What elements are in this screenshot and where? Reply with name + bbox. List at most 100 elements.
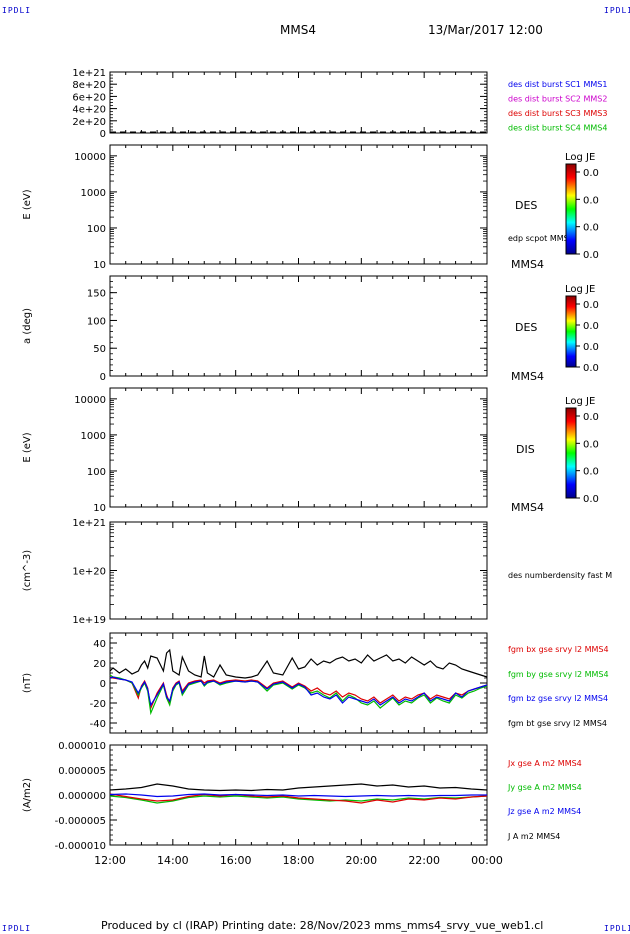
colorbar-tick-label: 0.0 bbox=[583, 494, 599, 505]
y-tick-label: 0 bbox=[100, 679, 106, 690]
datetime-title: 13/Mar/2017 12:00 bbox=[428, 23, 543, 37]
x-tick-label: 12:00 bbox=[94, 854, 126, 867]
panel-3-x-ticks bbox=[109, 276, 488, 376]
panel-5-legend: des numberdensity fast M bbox=[508, 571, 612, 580]
y-tick-label: 100 bbox=[87, 224, 106, 235]
panel-6-x-ticks bbox=[109, 633, 488, 733]
panel-6-legend-3: fgm bz gse srvy l2 MMS4 bbox=[508, 694, 608, 703]
x-tick-label: 20:00 bbox=[345, 854, 377, 867]
colorbar-tick-label: 0.0 bbox=[583, 439, 599, 450]
y-tick-label: 2e+20 bbox=[72, 117, 106, 128]
panel-7-legend-3: Jz gse A m2 MMS4 bbox=[507, 807, 581, 816]
series-line-fgm-bt-gse-srvy-l2-MMS4 bbox=[109, 648, 488, 679]
panel-6-legend-2: fgm by gse srvy l2 MMS4 bbox=[508, 670, 609, 679]
panel-2-y-axis-label: E (eV) bbox=[22, 189, 33, 219]
y-tick-label: 20 bbox=[93, 659, 106, 670]
panel-3-instrument: DES bbox=[515, 321, 537, 334]
panel-3-y-ticks: 150 100 50 0 bbox=[87, 289, 487, 383]
y-tick-label: 10000 bbox=[74, 152, 106, 163]
x-tick-label: 22:00 bbox=[408, 854, 440, 867]
series-line-Jx-gse-A-m2-MMS4 bbox=[109, 793, 488, 804]
y-tick-label: 0.000005 bbox=[58, 766, 106, 777]
spacecraft-title: MMS4 bbox=[280, 23, 316, 37]
series-line-J-A-m2-MMS4 bbox=[109, 783, 488, 792]
panel-4-y-ticks: 10000 1000 100 10 bbox=[74, 395, 487, 514]
y-tick-label: 1000 bbox=[81, 188, 106, 199]
x-tick-label: 16:00 bbox=[220, 854, 252, 867]
panel-7-minor-ticks bbox=[110, 744, 487, 846]
colorbar-tick-label: 0.0 bbox=[583, 412, 599, 423]
panel-7-x-ticks bbox=[109, 745, 488, 845]
panel-7-y-ticks: 0.000010 0.000005 0.000000 -0.000005 -0.0000… bbox=[55, 741, 487, 852]
panel-6-legend-4: fgm bt gse srvy l2 MMS4 bbox=[508, 719, 607, 728]
panel-4-x-ticks bbox=[109, 388, 488, 507]
colorbar-3: Log JE 0.0 0.0 0.0 0.0 bbox=[565, 396, 599, 505]
panel-7-legend-1: Jx gse A m2 MMS4 bbox=[507, 759, 582, 768]
colorbar-2: Log JE 0.0 0.0 0.0 0.0 bbox=[565, 284, 599, 374]
panel-1-legend-1: des dist burst SC1 MMS1 bbox=[508, 80, 607, 89]
panel-7-legend-4: J A m2 MMS4 bbox=[507, 832, 560, 841]
y-tick-label: 0 bbox=[100, 372, 106, 383]
colorbar-tick-label: 0.0 bbox=[583, 342, 599, 353]
y-tick-label: -40 bbox=[90, 719, 106, 730]
x-tick-label: 00:00 bbox=[471, 854, 503, 867]
panel-2-frame bbox=[109, 144, 488, 265]
colorbar-gradient bbox=[565, 407, 577, 499]
panel-5-y-ticks: 1e+21 1e+20 1e+19 bbox=[72, 518, 487, 626]
y-tick-label: 1e+21 bbox=[72, 68, 106, 79]
corner-label-top-left: IPDLI bbox=[2, 6, 32, 15]
colorbar-tick-label: 0.0 bbox=[583, 467, 599, 478]
y-tick-label: 1e+20 bbox=[72, 567, 106, 578]
panel-5-log-minor bbox=[110, 523, 487, 605]
colorbar-tick-label: 0.0 bbox=[583, 168, 599, 179]
corner-label-top-right: IPDLI bbox=[604, 6, 630, 15]
y-tick-label: 10 bbox=[93, 503, 106, 514]
panel-3-minor-ticks bbox=[110, 275, 487, 377]
y-tick-label: 1e+19 bbox=[72, 615, 106, 626]
x-tick-label: 18:00 bbox=[283, 854, 315, 867]
panel-2-y-ticks: 10000 1000 100 10 bbox=[74, 152, 487, 271]
series-line-Jy-gse-A-m2-MMS4 bbox=[109, 795, 488, 804]
panel-1-legend-3: des dist burst SC3 MMS3 bbox=[508, 109, 607, 118]
panel-4-y-axis-label: E (eV) bbox=[22, 432, 33, 462]
colorbar-gradient bbox=[565, 163, 577, 255]
colorbar-title: Log JE bbox=[565, 284, 595, 295]
panel-1-x-ticks bbox=[109, 72, 488, 133]
series-line-fgm-bx-gse-srvy-l2-MMS4 bbox=[109, 676, 488, 711]
panel-3-spacecraft: MMS4 bbox=[511, 370, 544, 383]
panel-2-log-minor bbox=[110, 144, 487, 254]
colorbar-title: Log JE bbox=[565, 396, 595, 407]
x-axis: 12:00 14:00 16:00 18:00 20:00 22:00 00:00 bbox=[94, 854, 503, 867]
panel-7-series bbox=[109, 783, 488, 804]
footer-text: Produced by cl (IRAP) Printing date: 28/… bbox=[101, 919, 544, 932]
panel-4-log-minor bbox=[110, 387, 487, 497]
y-tick-label: 150 bbox=[87, 289, 106, 300]
y-tick-label: 0.000010 bbox=[58, 741, 106, 752]
panel-1-legend-4: des dist burst SC4 MMS4 bbox=[508, 124, 607, 133]
panel-7-legend-2: Jy gse A m2 MMS4 bbox=[507, 783, 582, 792]
y-tick-label: 100 bbox=[87, 316, 106, 327]
panel-3-frame bbox=[109, 275, 488, 377]
panel-6-y-ticks: 40 20 0 -20 -40 bbox=[90, 639, 487, 730]
panel-4-frame bbox=[109, 387, 488, 508]
panel-2-instrument: DES bbox=[515, 199, 537, 212]
y-tick-label: -0.000005 bbox=[55, 816, 106, 827]
panel-1-minor-ticks bbox=[110, 71, 487, 134]
y-tick-label: 10000 bbox=[74, 395, 106, 406]
panel-7-frame bbox=[109, 744, 488, 846]
y-tick-label: 10 bbox=[93, 260, 106, 271]
y-tick-label: 100 bbox=[87, 467, 106, 478]
panel-3-y-axis-label: a (deg) bbox=[22, 308, 33, 344]
y-tick-label: 0.000000 bbox=[58, 791, 106, 802]
y-tick-label: -0.000010 bbox=[55, 841, 106, 852]
panel-2-x-ticks bbox=[109, 145, 488, 264]
panel-2-spacecraft: MMS4 bbox=[511, 258, 544, 271]
panel-5-y-axis-label: (cm^-3) bbox=[22, 550, 33, 591]
panel-1-legend-2: des dist burst SC2 MMS2 bbox=[508, 95, 607, 104]
panel-1-frame bbox=[109, 71, 488, 134]
colorbar-gradient bbox=[565, 295, 577, 368]
y-tick-label: 40 bbox=[93, 639, 106, 650]
panel-6-legend-1: fgm bx gse srvy l2 MMS4 bbox=[508, 645, 609, 654]
